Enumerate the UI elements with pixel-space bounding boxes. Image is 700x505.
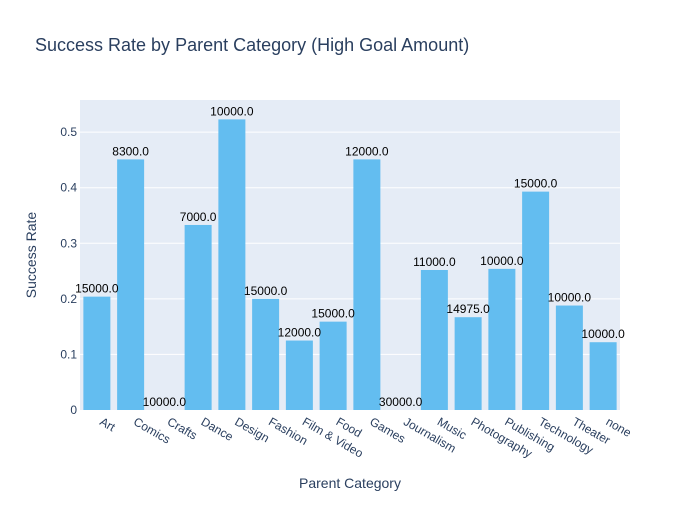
bar — [117, 159, 145, 410]
bar — [184, 224, 212, 410]
data-label: 10000.0 — [143, 395, 187, 409]
data-label: 10000.0 — [480, 254, 524, 268]
bars — [83, 119, 617, 410]
bar — [319, 321, 347, 410]
data-label: 11000.0 — [413, 255, 456, 269]
data-label: 10000.0 — [548, 291, 592, 305]
bar — [420, 269, 448, 410]
y-tick-label: 0.5 — [60, 125, 77, 139]
y-axis-ticks: 0 0.1 0.2 0.3 0.4 0.5 — [60, 125, 77, 417]
data-label: 15000.0 — [244, 284, 288, 298]
data-label: 30000.0 — [379, 395, 423, 409]
data-label: 15000.0 — [311, 307, 355, 321]
data-label: 15000.0 — [514, 177, 558, 191]
y-tick-label: 0.4 — [60, 181, 77, 195]
y-tick-label: 0 — [70, 403, 77, 417]
bar — [252, 298, 280, 410]
y-axis-title: Success Rate — [23, 212, 39, 299]
data-label: 7000.0 — [180, 210, 217, 224]
y-tick-label: 0.3 — [60, 236, 77, 250]
data-label: 10000.0 — [581, 327, 625, 341]
bar — [488, 268, 516, 410]
x-tick-label: Games — [367, 414, 408, 445]
x-tick-label: Comics — [131, 414, 173, 446]
bar — [353, 159, 381, 410]
x-tick-label: Design — [232, 414, 271, 445]
bar — [83, 296, 111, 410]
x-tick-label: Art — [97, 414, 118, 434]
x-axis-title: Parent Category — [299, 475, 401, 491]
bar — [218, 119, 246, 410]
chart-title: Success Rate by Parent Category (High Go… — [35, 35, 469, 55]
data-label: 15000.0 — [75, 282, 119, 296]
x-tick-label: Dance — [199, 414, 236, 444]
data-label: 14975.0 — [446, 302, 490, 316]
bar — [285, 340, 313, 410]
bar — [522, 191, 550, 410]
data-label: 10000.0 — [210, 104, 254, 118]
data-label: 12000.0 — [278, 326, 322, 340]
y-tick-label: 0.2 — [60, 292, 77, 306]
data-label: 8300.0 — [112, 144, 149, 158]
bar — [589, 342, 617, 410]
bar — [555, 305, 583, 410]
data-labels: 15000.0 8300.0 10000.0 7000.0 10000.0 15000.0… — [75, 104, 625, 409]
bar — [454, 317, 482, 410]
y-tick-label: 0.1 — [60, 347, 77, 361]
data-label: 12000.0 — [345, 144, 389, 158]
